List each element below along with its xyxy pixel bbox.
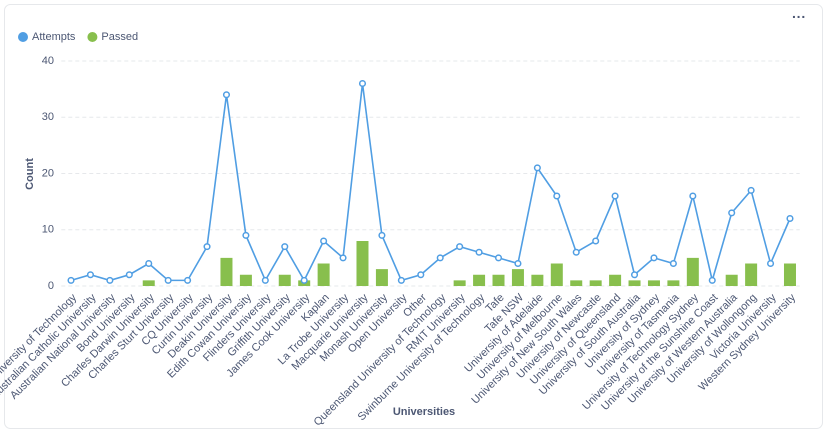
point bbox=[475, 248, 483, 256]
point bbox=[630, 271, 639, 279]
point bbox=[417, 271, 425, 279]
point bbox=[339, 254, 347, 262]
point bbox=[184, 276, 192, 284]
point bbox=[397, 276, 405, 284]
bar bbox=[783, 263, 796, 286]
y-tick-label: 30 bbox=[42, 111, 54, 123]
y-axis-label: Count bbox=[24, 158, 36, 190]
bar bbox=[239, 274, 252, 286]
point bbox=[514, 259, 522, 268]
bar bbox=[278, 274, 291, 286]
y-tick-label: 40 bbox=[42, 55, 54, 67]
point bbox=[650, 254, 658, 262]
legend-label: Attempts bbox=[32, 31, 76, 43]
point bbox=[669, 259, 677, 268]
bar bbox=[356, 241, 369, 286]
bar bbox=[686, 257, 699, 286]
point bbox=[300, 276, 308, 284]
y-tick-label: 20 bbox=[42, 167, 54, 179]
point bbox=[145, 259, 153, 268]
card bbox=[4, 4, 823, 429]
y-tick-label: 10 bbox=[42, 224, 54, 236]
point bbox=[261, 276, 269, 284]
point bbox=[786, 214, 794, 223]
point bbox=[436, 254, 444, 262]
point bbox=[494, 254, 503, 262]
point bbox=[320, 237, 328, 245]
bar bbox=[317, 263, 330, 286]
point bbox=[281, 243, 289, 251]
x-axis-label: Universities bbox=[393, 406, 455, 418]
point bbox=[611, 192, 619, 200]
legend-swatch bbox=[18, 32, 28, 42]
bar bbox=[647, 280, 660, 286]
bar bbox=[453, 280, 466, 286]
point bbox=[572, 248, 580, 256]
point bbox=[164, 276, 172, 284]
bar bbox=[609, 274, 622, 286]
bar bbox=[473, 274, 486, 286]
bar bbox=[492, 274, 505, 286]
bar bbox=[667, 280, 680, 286]
point bbox=[689, 192, 697, 200]
point bbox=[533, 164, 541, 172]
y-tick-label: 0 bbox=[48, 280, 54, 292]
point bbox=[86, 271, 94, 279]
legend-label: Passed bbox=[101, 31, 138, 43]
point bbox=[378, 231, 386, 239]
bar bbox=[550, 263, 563, 286]
point bbox=[358, 79, 367, 88]
legend-swatch bbox=[87, 32, 98, 42]
bar bbox=[531, 274, 544, 286]
bar bbox=[220, 257, 233, 286]
point bbox=[747, 186, 755, 194]
bar bbox=[589, 280, 602, 286]
point bbox=[553, 192, 561, 200]
point bbox=[708, 276, 716, 284]
point bbox=[456, 243, 464, 251]
point bbox=[67, 276, 75, 284]
point bbox=[106, 276, 114, 284]
bar bbox=[511, 269, 524, 286]
bar bbox=[745, 263, 758, 286]
point bbox=[125, 271, 133, 279]
point bbox=[203, 243, 211, 251]
point bbox=[767, 259, 775, 268]
point bbox=[242, 231, 250, 239]
point bbox=[728, 209, 736, 217]
bar bbox=[375, 269, 388, 286]
menu[interactable]: ··· bbox=[792, 9, 806, 25]
bar bbox=[628, 280, 641, 286]
point bbox=[222, 91, 231, 99]
point bbox=[592, 237, 600, 245]
bar bbox=[570, 280, 583, 286]
bar bbox=[725, 274, 738, 286]
bar bbox=[142, 280, 155, 286]
